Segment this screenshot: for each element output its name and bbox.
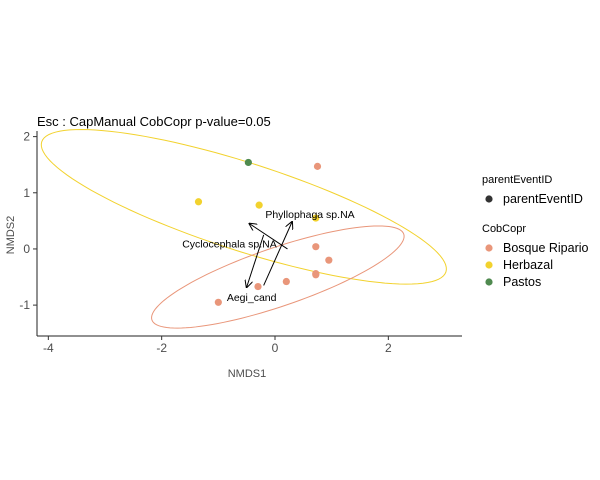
vector-label: Aegi_cand [227,292,277,304]
legend: parentEventID parentEventID CobCopr Bosque … [482,174,589,289]
legend-label: parentEventID [503,192,583,206]
x-axis-label: NMDS1 [228,368,267,380]
x-tick-label: 2 [385,341,392,355]
point-herbazal [312,214,320,222]
vector-arrow [263,222,292,286]
legend-item: Pastos [485,275,541,289]
point-herbazal [194,198,203,206]
legend-title: parentEventID [482,174,552,186]
legend-item: Herbazal [485,258,553,272]
legend-swatch [485,244,493,252]
point-bosque-ripario [313,162,322,170]
legend-label: Herbazal [503,258,553,272]
chart-title: Esc : CapManual CobCopr p-value=0.05 [37,114,271,129]
x-tick-label: -4 [43,341,54,355]
x-tick-label: 0 [272,341,279,355]
point-bosque-ripario [214,298,222,306]
y-axis-label: NMDS2 [5,216,17,255]
vector-arrow [247,234,265,287]
legend-swatch [485,195,493,203]
vector-label: Cyclocephala sp.NA [182,239,277,251]
point-herbazal [255,201,263,209]
legend-swatch [485,278,493,286]
legend-swatch [485,261,493,269]
point-pastos [244,158,252,167]
y-tick-label: 2 [23,130,30,144]
point-bosque-ripario [312,243,320,251]
legend-item: parentEventID [485,192,583,206]
point-bosque-ripario [325,256,333,264]
vector-label: Phyllophaga sp.NA [265,209,354,221]
y-tick-label: 1 [23,186,30,200]
legend-title: CobCopr [482,223,526,235]
legend-label: Pastos [503,275,541,289]
ellipse-herbazal [40,129,447,285]
vector-arrow [250,224,288,250]
legend-item: Bosque Ripario [485,241,589,255]
ellipse-bosque-ripario [151,225,405,329]
y-tick-label: 0 [23,242,30,256]
point-bosque-ripario [254,282,262,291]
legend-label: Bosque Ripario [503,241,589,255]
y-tick-label: -1 [19,298,30,312]
x-tick-label: -2 [156,341,167,355]
plot-panel: -4 -2 0 2 -1 0 1 2 Phyllophaga sp.NA Cyclocephala… [19,129,462,355]
point-bosque-ripario [282,277,290,286]
point-bosque-ripario [312,271,320,279]
